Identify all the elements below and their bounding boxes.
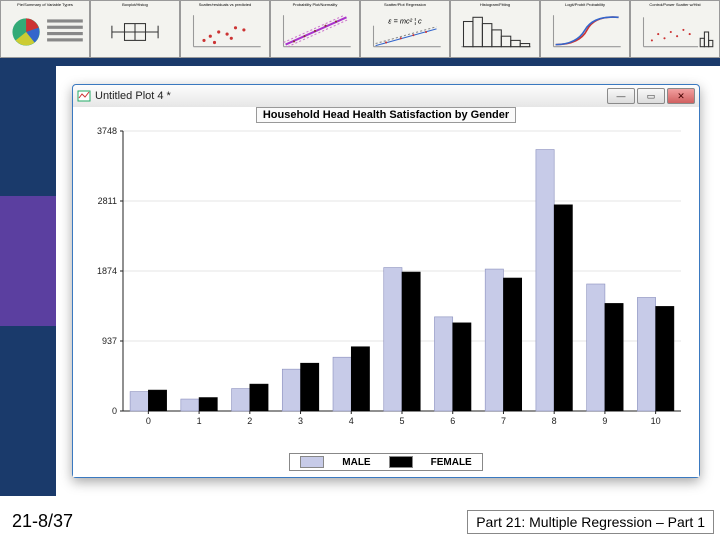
thumb-title: Control/Power Scatter w/Hist [631, 2, 719, 7]
svg-text:7: 7 [501, 416, 506, 426]
thumb-pie[interactable]: Pie/Summary of Variable Types [0, 0, 90, 58]
maximize-button[interactable]: ▭ [637, 88, 665, 104]
close-button[interactable]: ✕ [667, 88, 695, 104]
svg-text:5: 5 [399, 416, 404, 426]
chart-title: Household Head Health Satisfaction by Ge… [73, 109, 699, 121]
svg-text:6: 6 [450, 416, 455, 426]
svg-text:1: 1 [197, 416, 202, 426]
thumb-title: Pie/Summary of Variable Types [1, 2, 89, 7]
thumb-logit[interactable]: Logit/Probit Probability [540, 0, 630, 58]
thumb-title: Histogram/Fitting [451, 2, 539, 7]
legend-swatch-male [300, 456, 324, 468]
strip-underline [0, 58, 720, 66]
thumb-probplot[interactable]: Probability Plot/Normality [270, 0, 360, 58]
window-title: Untitled Plot 4 * [95, 90, 171, 102]
thumb-title: Scatter/residuals vs predicted [181, 2, 269, 7]
legend-label-male: MALE [342, 457, 370, 468]
bar-chart: 0 937 1874 2811 3748 0 1 2 3 4 5 6 7 8 9 10 [81, 125, 691, 433]
thumb-boxplot[interactable]: Boxplot/Histog [90, 0, 180, 58]
svg-text:4: 4 [349, 416, 354, 426]
legend-swatch-female [389, 456, 413, 468]
thumb-title: Probability Plot/Normality [271, 2, 359, 7]
sidebar-block-3 [0, 326, 56, 496]
svg-text:ε = mc² ¦ c: ε = mc² ¦ c [388, 17, 422, 26]
svg-text:3: 3 [298, 416, 303, 426]
svg-text:10: 10 [651, 416, 661, 426]
svg-text:2811: 2811 [98, 196, 117, 206]
slide-footer: Part 21: Multiple Regression – Part 1 [467, 510, 714, 534]
svg-text:2: 2 [247, 416, 252, 426]
thumb-scatter1[interactable]: Scatter/residuals vs predicted [180, 0, 270, 58]
svg-text:1874: 1874 [97, 266, 117, 276]
svg-text:0: 0 [112, 406, 117, 416]
plot-window: Untitled Plot 4 * — ▭ ✕ Household Head H… [72, 84, 700, 478]
legend-label-female: FEMALE [431, 457, 472, 468]
sidebar-block-1 [0, 66, 56, 196]
thumbnail-strip: Pie/Summary of Variable Types Boxplot/Hi… [0, 0, 720, 58]
thumb-hist[interactable]: Histogram/Fitting [450, 0, 540, 58]
thumb-title: Boxplot/Histog [91, 2, 179, 7]
legend: MALE FEMALE [73, 453, 699, 471]
window-titlebar[interactable]: Untitled Plot 4 * — ▭ ✕ [73, 85, 699, 108]
window-icon [77, 89, 91, 103]
slide: Pie/Summary of Variable Types Boxplot/Hi… [0, 0, 720, 540]
svg-text:3748: 3748 [97, 126, 117, 136]
minimize-button[interactable]: — [607, 88, 635, 104]
plot-area: Household Head Health Satisfaction by Ge… [73, 107, 699, 477]
sidebar-block-2 [0, 196, 56, 326]
thumb-title: Scatter/Plot Regression [361, 2, 449, 7]
slide-number: 21-8/37 [12, 511, 73, 532]
svg-text:937: 937 [102, 336, 117, 346]
thumb-title: Logit/Probit Probability [541, 2, 629, 7]
svg-text:8: 8 [552, 416, 557, 426]
thumb-scatterhist[interactable]: Control/Power Scatter w/Hist [630, 0, 720, 58]
svg-text:0: 0 [146, 416, 151, 426]
svg-text:9: 9 [602, 416, 607, 426]
thumb-regression[interactable]: Scatter/Plot Regression ε = mc² ¦ c [360, 0, 450, 58]
